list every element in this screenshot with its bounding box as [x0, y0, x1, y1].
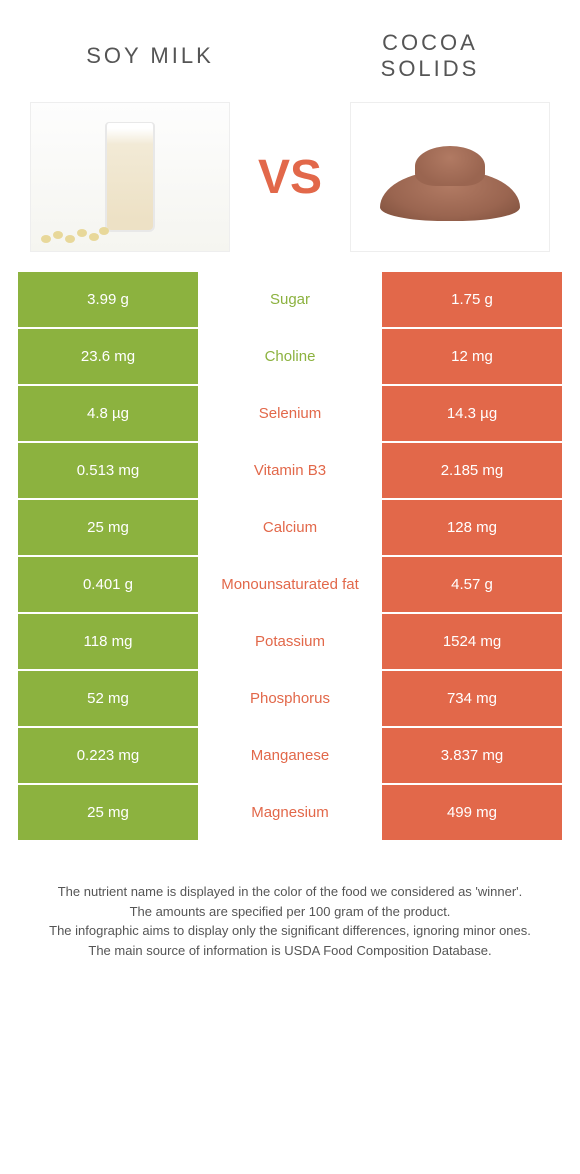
right-value: 1524 mg: [382, 614, 562, 669]
footer-line-3: The infographic aims to display only the…: [30, 921, 550, 941]
right-value: 12 mg: [382, 329, 562, 384]
right-value: 2.185 mg: [382, 443, 562, 498]
table-row: 25 mgMagnesium499 mg: [18, 785, 562, 840]
nutrient-label: Sugar: [198, 272, 382, 327]
table-row: 23.6 mgCholine12 mg: [18, 329, 562, 384]
right-value: 4.57 g: [382, 557, 562, 612]
nutrient-label: Selenium: [198, 386, 382, 441]
table-row: 0.513 mgVitamin B32.185 mg: [18, 443, 562, 498]
right-value: 734 mg: [382, 671, 562, 726]
right-value: 3.837 mg: [382, 728, 562, 783]
table-row: 52 mgPhosphorus734 mg: [18, 671, 562, 726]
nutrient-label: Potassium: [198, 614, 382, 669]
vs-label: VS: [258, 150, 322, 205]
nutrient-label: Magnesium: [198, 785, 382, 840]
left-value: 25 mg: [18, 785, 198, 840]
table-row: 0.223 mgManganese3.837 mg: [18, 728, 562, 783]
nutrient-label: Choline: [198, 329, 382, 384]
right-value: 1.75 g: [382, 272, 562, 327]
cocoa-solids-image: [350, 102, 550, 252]
right-value: 128 mg: [382, 500, 562, 555]
left-value: 118 mg: [18, 614, 198, 669]
left-value: 3.99 g: [18, 272, 198, 327]
soy-milk-image: [30, 102, 230, 252]
table-row: 0.401 gMonounsaturated fat4.57 g: [18, 557, 562, 612]
left-food-title: Soy milk: [50, 43, 250, 69]
table-row: 118 mgPotassium1524 mg: [18, 614, 562, 669]
nutrient-label: Monounsaturated fat: [198, 557, 382, 612]
header: Soy milk Cocoa solids: [0, 0, 580, 92]
table-row: 3.99 gSugar1.75 g: [18, 272, 562, 327]
nutrient-label: Vitamin B3: [198, 443, 382, 498]
right-value: 499 mg: [382, 785, 562, 840]
left-value: 0.223 mg: [18, 728, 198, 783]
left-value: 4.8 µg: [18, 386, 198, 441]
vs-row: VS: [0, 92, 580, 272]
table-row: 25 mgCalcium128 mg: [18, 500, 562, 555]
nutrient-label: Calcium: [198, 500, 382, 555]
nutrient-label: Manganese: [198, 728, 382, 783]
left-value: 0.513 mg: [18, 443, 198, 498]
footer-line-2: The amounts are specified per 100 gram o…: [30, 902, 550, 922]
left-value: 52 mg: [18, 671, 198, 726]
left-value: 25 mg: [18, 500, 198, 555]
left-value: 23.6 mg: [18, 329, 198, 384]
right-food-title: Cocoa solids: [330, 30, 530, 82]
footer-notes: The nutrient name is displayed in the co…: [0, 842, 580, 980]
footer-line-1: The nutrient name is displayed in the co…: [30, 882, 550, 902]
footer-line-4: The main source of information is USDA F…: [30, 941, 550, 961]
left-value: 0.401 g: [18, 557, 198, 612]
table-row: 4.8 µgSelenium14.3 µg: [18, 386, 562, 441]
nutrient-label: Phosphorus: [198, 671, 382, 726]
comparison-table: 3.99 gSugar1.75 g23.6 mgCholine12 mg4.8 …: [0, 272, 580, 840]
right-value: 14.3 µg: [382, 386, 562, 441]
